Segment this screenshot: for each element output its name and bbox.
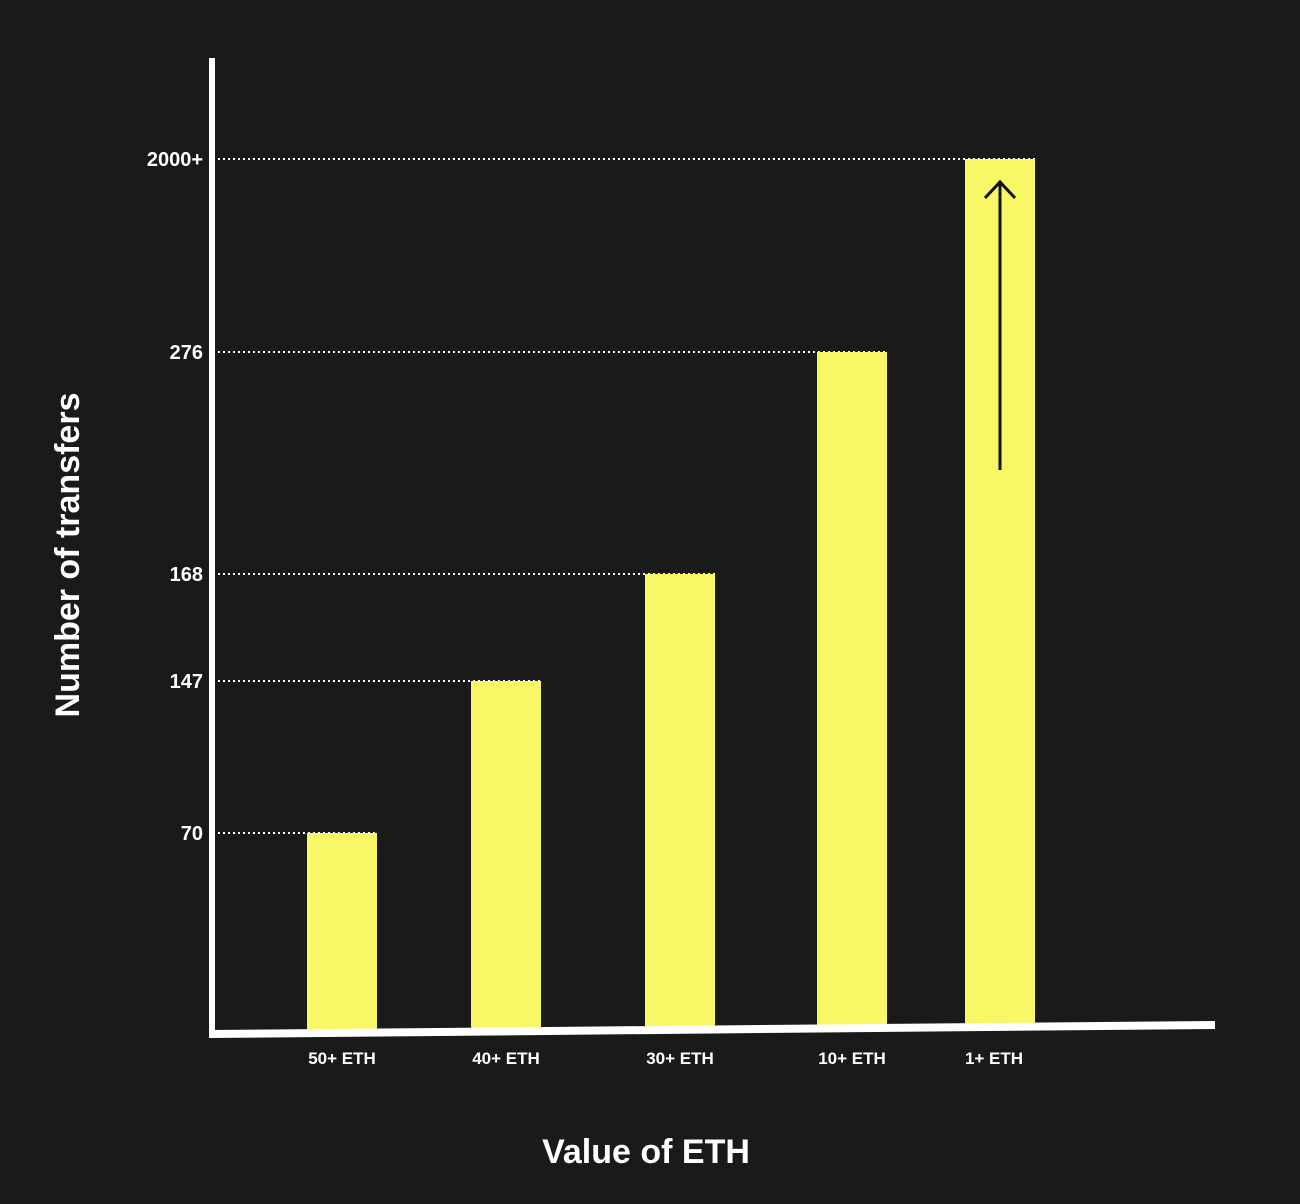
reference-lines: [218, 158, 1035, 834]
x-tick-label: 30+ ETH: [646, 1049, 714, 1068]
y-tick-labels: 70 147 168 276 2000+: [147, 149, 203, 845]
y-tick-label: 276: [170, 342, 203, 364]
bar: [471, 681, 541, 1030]
axes: [208, 58, 1216, 1038]
y-tick-label: 147: [170, 671, 203, 693]
x-axis: [208, 1021, 1216, 1038]
x-tick-label: 50+ ETH: [308, 1049, 376, 1068]
x-tick-label: 10+ ETH: [818, 1049, 886, 1068]
y-tick-label: 168: [170, 564, 203, 586]
annotations: [983, 179, 1017, 470]
bar: [645, 574, 715, 1030]
y-axis-title: Number of transfers: [49, 393, 87, 718]
bar: [307, 833, 377, 1030]
x-tick-label: 1+ ETH: [965, 1049, 1023, 1068]
x-axis-title: Value of ETH: [542, 1133, 750, 1171]
bar: [817, 352, 887, 1030]
up-arrow-icon: [983, 179, 1017, 470]
y-tick-label: 70: [181, 823, 203, 845]
x-tick-label: 40+ ETH: [472, 1049, 540, 1068]
x-tick-labels: 50+ ETH 40+ ETH 30+ ETH 10+ ETH 1+ ETH: [308, 1049, 1023, 1068]
bars: [307, 159, 1035, 1030]
y-tick-label: 2000+: [147, 149, 203, 171]
